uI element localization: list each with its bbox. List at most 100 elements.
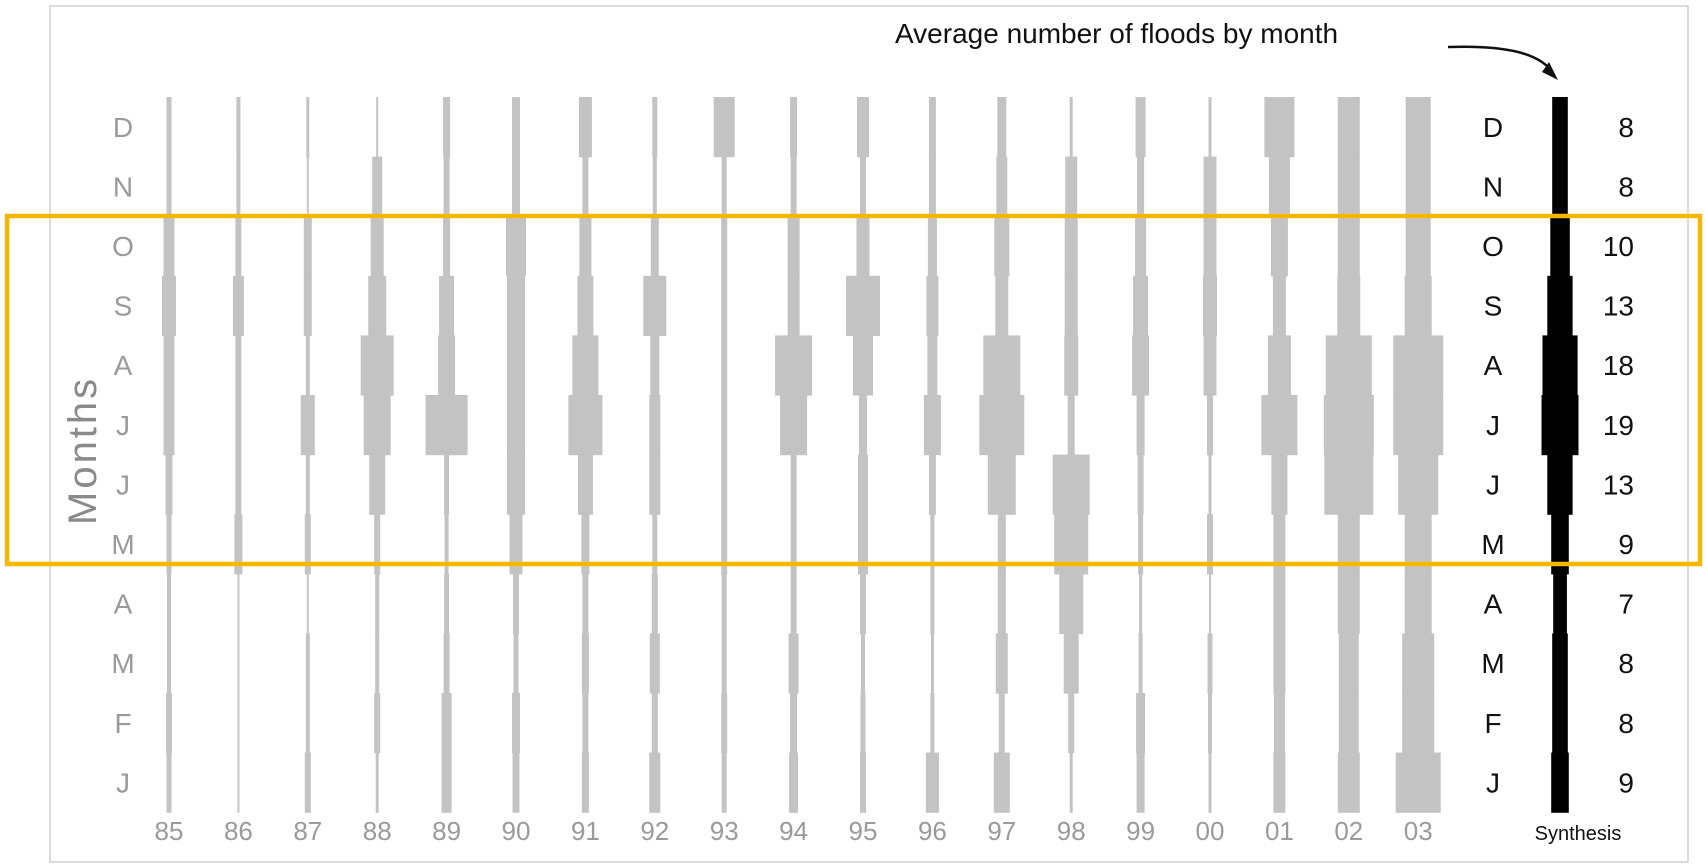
flood-bar	[721, 752, 727, 813]
flood-bar	[235, 335, 242, 396]
synthesis-count: 8	[1618, 171, 1634, 202]
flood-bar	[237, 752, 240, 813]
flood-bar	[372, 156, 383, 217]
flood-bar	[721, 633, 727, 694]
year-label: 91	[571, 816, 600, 846]
synthesis-bar	[1552, 156, 1568, 217]
y-axis-title: Months	[61, 376, 105, 525]
flood-bar	[304, 514, 311, 575]
flood-bar	[1207, 633, 1213, 694]
flood-bar	[1264, 97, 1295, 158]
flood-bar	[443, 216, 451, 277]
flood-bar	[995, 633, 1008, 694]
flood-bar	[512, 693, 520, 754]
flood-bar	[926, 275, 939, 336]
flood-bar	[444, 454, 450, 515]
flood-bar	[237, 633, 240, 694]
flood-bar	[993, 752, 1010, 813]
month-label-left: J	[116, 767, 130, 798]
flood-bar	[235, 454, 242, 515]
flood-bar	[513, 573, 519, 634]
month-label-right: A	[1484, 589, 1503, 620]
flood-bar	[780, 395, 808, 456]
flood-bar	[997, 97, 1007, 158]
synthesis-count: 8	[1618, 112, 1634, 143]
year-label: 95	[849, 816, 878, 846]
flood-bar	[721, 514, 728, 575]
flood-bar	[925, 752, 939, 813]
flood-bar	[363, 395, 391, 456]
flood-bar	[790, 156, 797, 217]
flood-bar	[165, 454, 173, 515]
flood-bar	[1338, 633, 1359, 694]
synthesis-bar	[1553, 573, 1567, 634]
flood-bar	[166, 514, 172, 575]
flood-bar	[721, 275, 728, 336]
flood-bar	[304, 752, 311, 813]
flood-bar	[305, 693, 310, 754]
flood-bar	[376, 97, 379, 158]
flood-bar	[721, 216, 728, 277]
bar-layer	[162, 97, 1444, 813]
flood-bar	[995, 275, 1009, 336]
flood-bar	[1203, 275, 1217, 336]
synthesis-count: 10	[1603, 231, 1634, 262]
synthesis-layer	[1541, 97, 1579, 813]
flood-bar	[374, 693, 381, 754]
flood-bar	[1203, 335, 1217, 396]
flood-bar	[166, 97, 172, 158]
flood-bar	[582, 156, 589, 217]
month-label-left: J	[116, 410, 130, 441]
flood-bar	[652, 97, 658, 158]
flood-bar	[167, 633, 171, 694]
flood-bar	[1064, 335, 1079, 396]
synthesis-count: 7	[1618, 589, 1634, 620]
month-label-right: S	[1484, 291, 1503, 322]
month-label-right: D	[1483, 112, 1503, 143]
flood-bar	[507, 335, 525, 396]
flood-bar	[1402, 693, 1435, 754]
year-label: 93	[710, 816, 739, 846]
flood-bar	[507, 395, 525, 456]
flood-bar	[305, 454, 310, 515]
flood-bar	[788, 633, 799, 694]
flood-bar	[443, 156, 450, 217]
year-label: 98	[1057, 816, 1086, 846]
synthesis-count: 9	[1618, 529, 1634, 560]
flood-bar	[1208, 454, 1212, 515]
flood-bar	[305, 633, 310, 694]
flood-bar	[1337, 752, 1360, 813]
flood-bar	[163, 395, 175, 456]
flood-bar	[923, 395, 941, 456]
flood-bar	[1067, 395, 1075, 456]
flood-bar	[1069, 97, 1073, 158]
flood-bar	[237, 693, 240, 754]
flood-bar	[1404, 275, 1432, 336]
flood-bar	[1136, 395, 1145, 456]
flood-bar	[790, 514, 797, 575]
flood-bar	[790, 693, 798, 754]
flood-bar	[360, 335, 394, 396]
flood-bar	[927, 335, 938, 396]
flood-bar	[1338, 693, 1359, 754]
flood-bar	[1393, 395, 1444, 456]
flood-bar	[1405, 216, 1431, 277]
flood-bar	[1207, 395, 1213, 456]
flood-bar	[858, 454, 868, 515]
flood-bar	[787, 275, 800, 336]
synthesis-bar	[1550, 216, 1570, 277]
synthesis-count: 13	[1603, 469, 1634, 500]
year-label: 94	[779, 816, 808, 846]
month-label-left: A	[114, 589, 133, 620]
month-label-left: J	[116, 469, 130, 500]
year-label: 00	[1196, 816, 1225, 846]
flood-bar	[512, 97, 520, 158]
flood-bar	[930, 514, 935, 575]
flood-bar	[1138, 633, 1143, 694]
flood-bar	[1137, 454, 1144, 515]
flood-bar	[236, 156, 241, 217]
flood-bar	[425, 395, 468, 456]
month-label-left: O	[112, 231, 134, 262]
flood-bar	[858, 514, 868, 575]
flood-bar	[577, 275, 594, 336]
